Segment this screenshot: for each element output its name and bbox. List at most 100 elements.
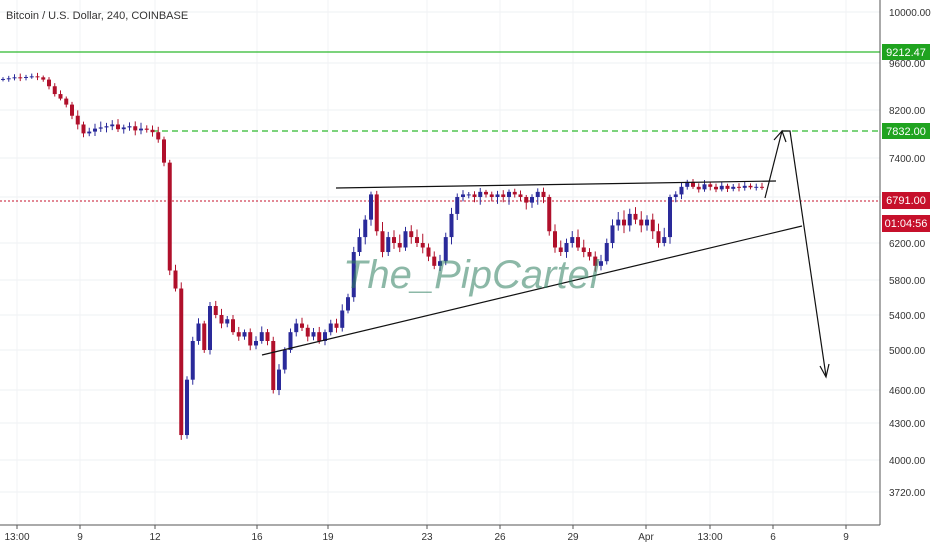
- candle-body: [213, 306, 218, 315]
- time-tick-label: 23: [421, 532, 433, 543]
- price-tick-label: 3720.00: [889, 488, 926, 499]
- candle-body: [719, 185, 724, 190]
- time-tick-label: 19: [322, 532, 334, 543]
- candle-body: [438, 261, 442, 266]
- candle-body: [190, 340, 195, 380]
- candle-body: [691, 181, 695, 187]
- price-tick-label: 4600.00: [889, 386, 926, 397]
- candle-body: [18, 77, 23, 79]
- candle-body: [52, 86, 57, 95]
- target-badge-text: 7832.00: [886, 126, 926, 138]
- candles-group: [1, 72, 764, 440]
- candle-body: [489, 194, 494, 197]
- watermark-text: The_PipCartel: [343, 253, 600, 297]
- time-tick-label: Apr: [638, 532, 654, 543]
- candle-body: [311, 332, 316, 337]
- candle-body: [104, 126, 109, 128]
- candle-body: [714, 186, 718, 190]
- candle-body: [610, 225, 615, 243]
- candle-body: [455, 197, 460, 214]
- candle-body: [156, 132, 161, 140]
- candle-body: [41, 77, 46, 80]
- candle-body: [323, 332, 327, 341]
- grid-lines: [0, 0, 880, 525]
- candle-body: [754, 186, 759, 188]
- time-tick-label: 9: [77, 532, 83, 543]
- candle-body: [236, 332, 241, 337]
- candle-body: [167, 162, 172, 271]
- candle-body: [731, 186, 736, 189]
- candle-body: [541, 191, 546, 197]
- candle-body: [179, 288, 184, 436]
- candle-body: [622, 219, 626, 226]
- candle-body: [478, 191, 483, 197]
- candle-body: [351, 252, 356, 298]
- candle-body: [725, 185, 730, 189]
- candle-body: [300, 323, 304, 328]
- candle-body: [225, 319, 230, 324]
- candle-body: [305, 327, 310, 337]
- countdown-badge: [882, 215, 930, 232]
- candle-body: [518, 194, 523, 197]
- target-badge: [882, 123, 930, 139]
- candle-body: [495, 194, 500, 197]
- price-tick-label: 5000.00: [889, 346, 926, 357]
- candle-body: [150, 129, 155, 133]
- candle-body: [208, 306, 212, 350]
- candle-body: [420, 243, 425, 248]
- candle-body: [587, 252, 592, 257]
- candle-body: [558, 247, 563, 253]
- candle-body: [466, 194, 471, 196]
- time-tick-label: 29: [567, 532, 579, 543]
- candle-body: [328, 323, 333, 333]
- candle-body: [432, 256, 437, 266]
- candle-body: [317, 332, 322, 341]
- candle-body: [547, 197, 552, 232]
- time-tick-label: 26: [494, 532, 506, 543]
- candle-body: [277, 369, 281, 390]
- candle-body: [1, 78, 5, 80]
- countdown-badge-text: 01:04:56: [885, 218, 928, 230]
- chart-title: Bitcoin / U.S. Dollar, 240, COINBASE: [6, 10, 188, 22]
- candle-body: [662, 237, 667, 243]
- candle-body: [484, 191, 488, 195]
- price-tick-label: 5400.00: [889, 311, 926, 322]
- candle-body: [507, 191, 511, 197]
- candle-body: [415, 237, 419, 243]
- candle-body: [530, 197, 534, 203]
- candle-body: [535, 191, 540, 197]
- candle-body: [47, 79, 51, 87]
- candle-body: [760, 186, 764, 188]
- candle-body: [259, 332, 264, 341]
- candle-body: [599, 261, 603, 266]
- candle-body: [449, 213, 454, 238]
- price-tick-label: 9600.00: [889, 59, 926, 70]
- candle-body: [627, 213, 632, 226]
- candle-body: [127, 126, 132, 128]
- candle-body: [748, 185, 753, 188]
- candle-body: [334, 323, 339, 328]
- candle-body: [144, 128, 149, 130]
- candle-body: [645, 219, 649, 226]
- candle-body: [173, 270, 178, 289]
- candle-body: [363, 219, 368, 238]
- candle-body: [409, 231, 414, 238]
- candle-body: [564, 243, 569, 253]
- candle-body: [133, 126, 138, 131]
- candle-body: [219, 315, 224, 324]
- time-tick-label: 12: [149, 532, 161, 543]
- candle-body: [380, 231, 385, 253]
- up-arrow-head: [773, 129, 787, 143]
- candle-body: [6, 78, 11, 80]
- candle-body: [702, 184, 707, 190]
- candle-body: [443, 237, 448, 262]
- candle-body: [248, 332, 253, 346]
- candle-body: [742, 185, 747, 188]
- candle-body: [650, 219, 655, 232]
- price-tick-label: 10000.00: [889, 8, 931, 19]
- candle-body: [576, 237, 580, 248]
- candle-body: [231, 319, 235, 333]
- candle-body: [98, 127, 103, 129]
